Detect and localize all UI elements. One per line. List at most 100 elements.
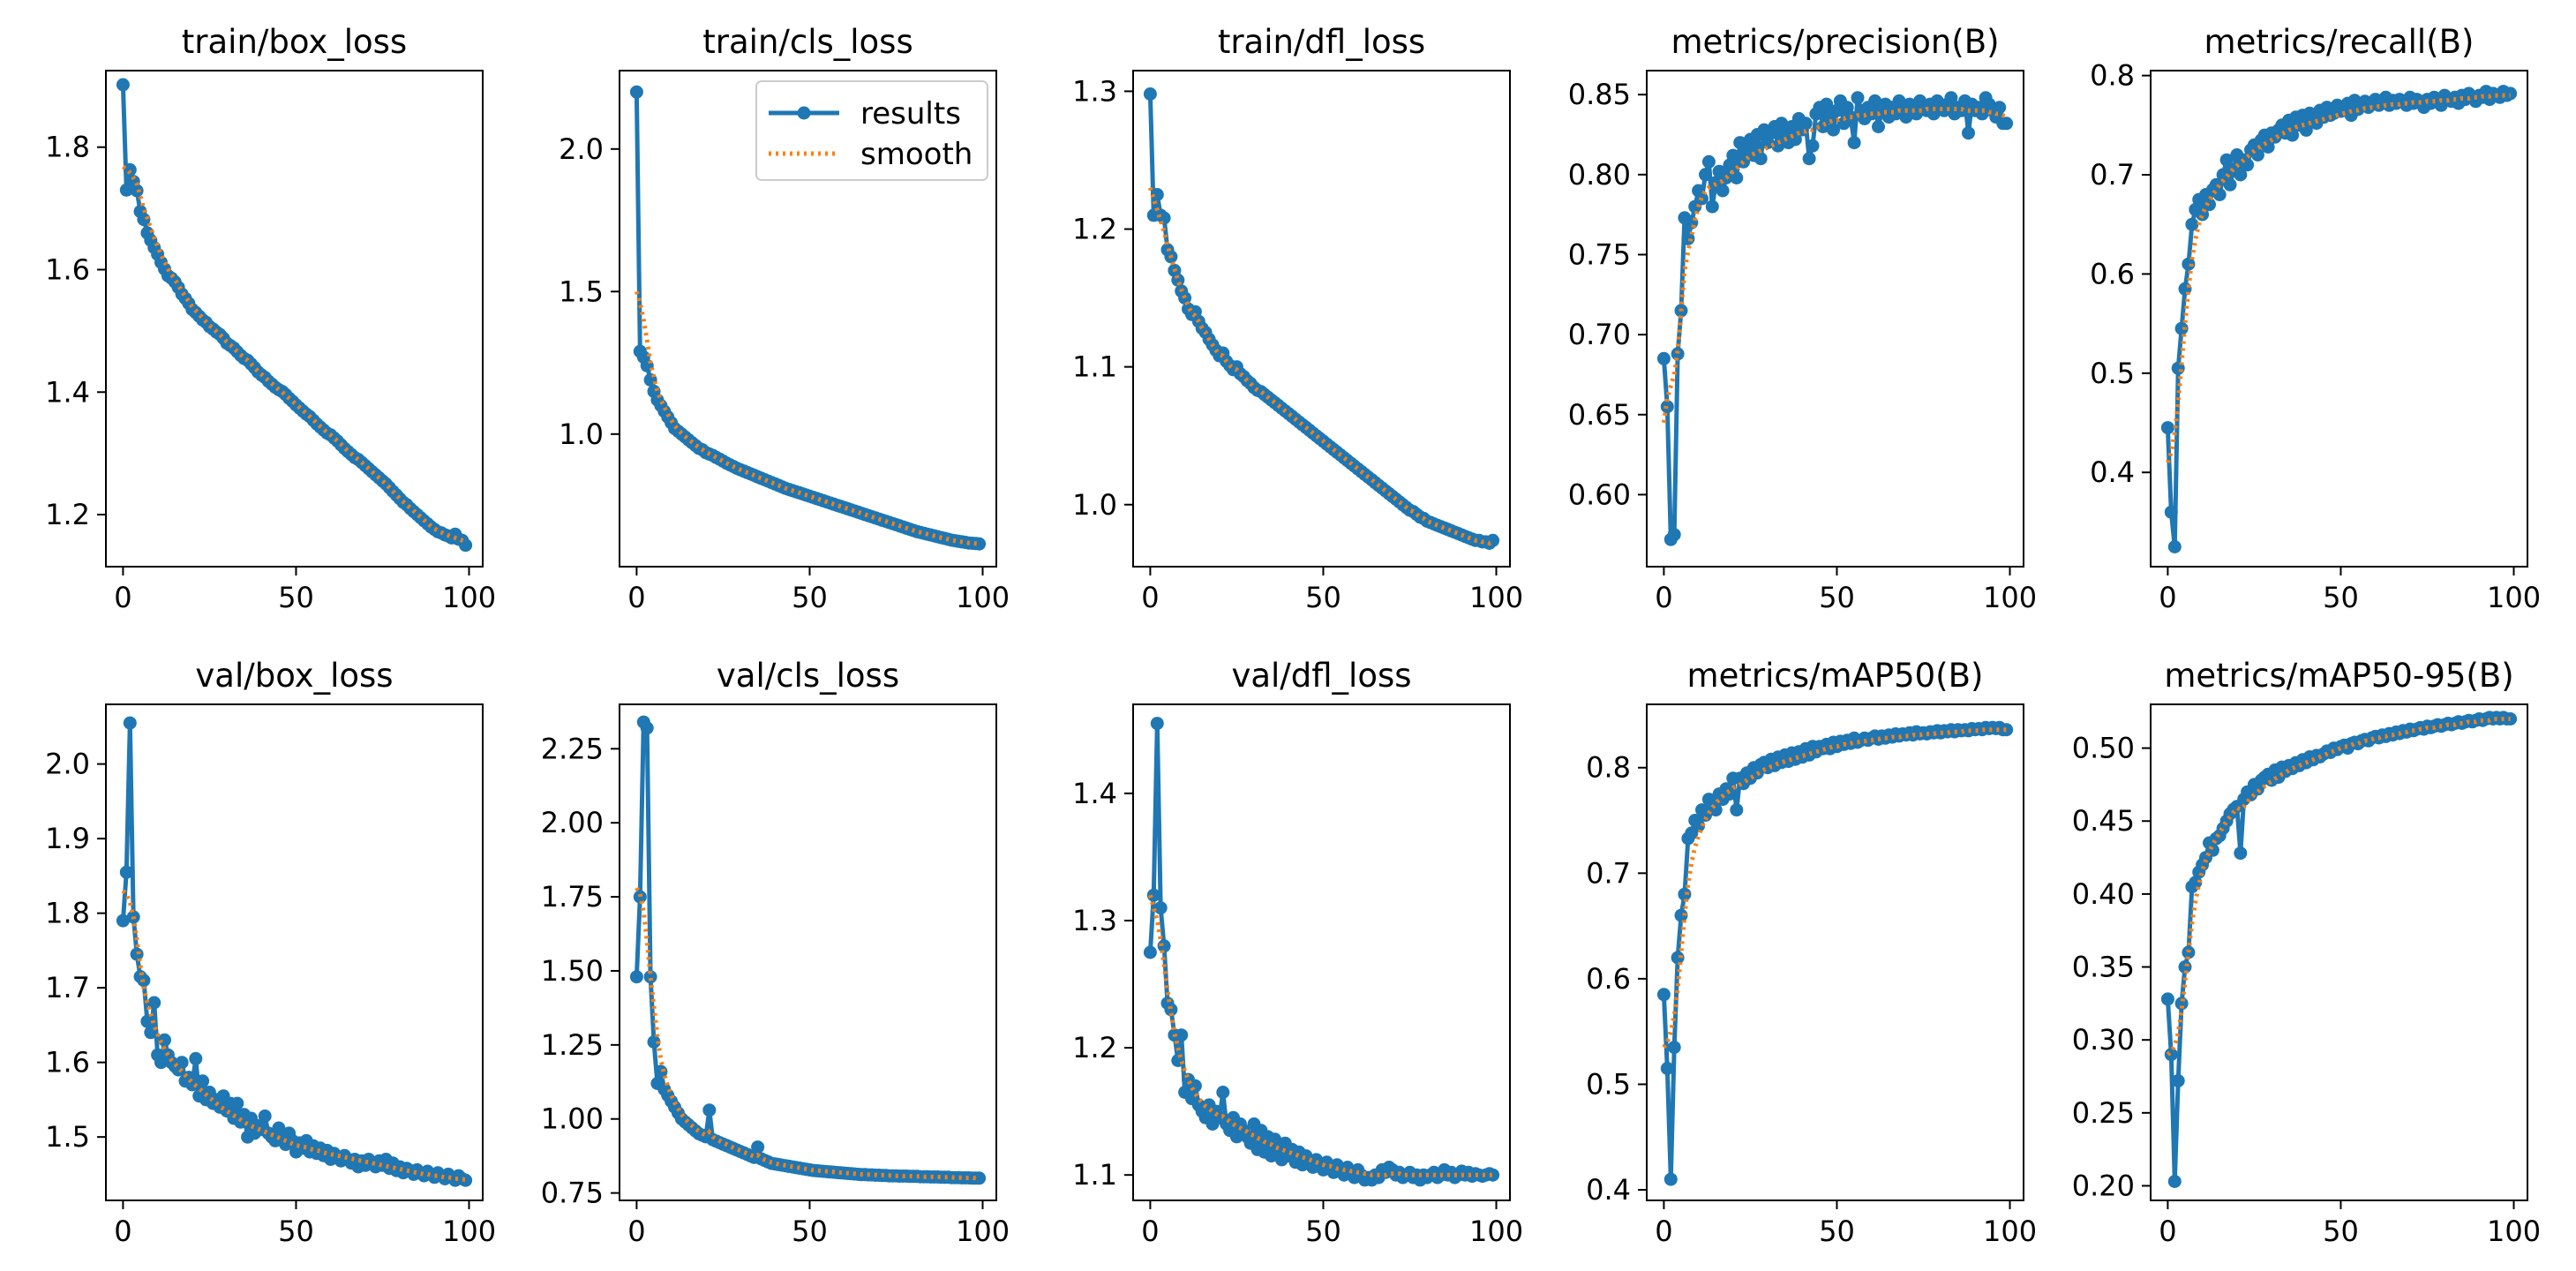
y-tick-label: 0.65 [1568,398,1631,432]
results-point [140,1014,154,1028]
legend-results-marker [797,106,811,120]
x-tick-label: 0 [1655,581,1672,614]
subplot-title: train/cls_loss [702,23,912,61]
y-tick-label: 1.7 [45,971,90,1004]
y-tick-label: 0.5 [2090,357,2135,390]
y-tick-label: 0.50 [2072,732,2135,765]
x-tick-label: 0 [2159,1215,2176,1248]
results-markers [116,716,473,1187]
axes-frame [1646,70,2024,568]
results-point [2174,321,2189,335]
results-point [2182,945,2196,959]
x-tick-label: 0 [114,1215,131,1248]
results-point [1872,120,1885,133]
results-point [1962,126,1975,140]
subplot: metrics/mAP50-95(B) 0 50 100 0.20 0.25 0.30 0.3… [2072,657,2541,1248]
results-point [1730,803,1744,817]
results-point [633,890,647,904]
results-point [1486,1168,1500,1182]
y-tick-label: 0.75 [541,1177,604,1210]
legend-smooth-label: smooth [860,137,973,172]
y-tick-label: 2.0 [559,132,604,166]
results-point [1150,717,1164,731]
results-point [1674,908,1688,922]
results-point [973,1171,987,1185]
plot-area [106,704,483,1200]
results-point [1146,888,1160,902]
axes-frame [619,703,997,1201]
results-point [2160,992,2174,1006]
results-point [1806,139,1820,153]
results-point [751,1140,765,1154]
y-tick-label: 1.6 [45,252,90,286]
y-tick-label: 2.00 [541,806,604,839]
y-tick-label: 0.8 [1586,751,1631,785]
results-point [1656,988,1671,1002]
x-tick-label: 100 [1983,581,2037,614]
y-tick-label: 1.4 [45,375,90,409]
x-tick-label: 50 [1819,581,1855,614]
y-tick-label: 1.25 [541,1028,604,1062]
y-tick-label: 1.5 [45,1120,90,1154]
axes-frame [1646,703,2024,1201]
subplot-title: metrics/recall(B) [2204,23,2475,61]
results-point [196,1074,210,1088]
y-tick-label: 1.1 [1072,1158,1117,1192]
results-point [643,970,657,984]
subplot: val/cls_loss 0 50 100 0.75 1.00 1.25 1.50 1.75 2.… [541,657,1010,1248]
axes-frame [2150,703,2528,1201]
y-tick-label: 1.6 [45,1046,90,1079]
x-tick-label: 50 [278,1215,314,1248]
x-tick-label: 100 [1469,1215,1523,1248]
y-tick-label: 2.0 [45,748,90,781]
y-tick-label: 0.6 [1586,962,1631,996]
x-tick-label: 100 [956,581,1010,614]
plot-area [2151,71,2527,567]
results-point [629,85,643,99]
subplot-title: train/dfl_loss [1218,23,1425,61]
y-tick-label: 0.25 [2072,1096,2135,1130]
y-tick-label: 0.75 [1568,237,1631,271]
y-tick-label: 0.4 [2090,455,2135,489]
subplot: val/box_loss 0 50 100 1.5 1.6 1.7 1.8 1.9 2.0 [45,657,496,1248]
y-tick-label: 1.0 [1072,488,1117,522]
x-tick-label: 50 [792,581,828,614]
y-tick-label: 1.3 [1072,74,1117,108]
subplot: metrics/precision(B) 0 50 100 0.60 0.65 0.70 0.… [1568,23,2037,614]
x-tick-label: 50 [1305,1215,1341,1248]
results-point [1164,1003,1178,1017]
results-point [1667,528,1681,542]
results-point [116,78,130,92]
results-point [1975,107,1989,121]
subplot-title: val/cls_loss [717,657,899,695]
results-point [1681,231,1695,245]
x-tick-label: 0 [114,581,131,614]
subplot-title: val/dfl_loss [1231,657,1411,695]
x-tick-label: 50 [278,581,314,614]
x-tick-label: 100 [2487,1215,2541,1248]
smooth-series-line [1147,894,1493,1177]
subplot: metrics/recall(B) 0 50 100 0.4 0.5 0.6 0.7 0.8 [2090,23,2541,614]
y-tick-label: 0.60 [1568,478,1631,511]
results-point [1851,91,1865,105]
results-point [2212,188,2227,201]
axes-frame [1132,70,1511,568]
results-point [1705,199,1719,214]
results-markers [1143,717,1500,1187]
results-point [629,970,643,984]
results-point [175,1056,189,1070]
subplot-title: train/box_loss [182,23,407,61]
results-point [230,1096,244,1110]
results-point [1726,148,1740,162]
results-point [137,213,151,227]
y-tick-label: 1.9 [45,822,90,855]
x-tick-label: 0 [1655,1215,1672,1248]
y-tick-label: 1.2 [45,498,90,531]
results-point [2185,217,2199,231]
results-markers [116,78,473,553]
subplot: val/dfl_loss 0 50 100 1.1 1.2 1.3 1.4 [1072,657,1523,1248]
subplot: metrics/mAP50(B) 0 50 100 0.4 0.5 0.6 0.7 0.8 [1586,657,2037,1248]
x-tick-label: 100 [442,581,496,614]
results-point [1730,171,1744,184]
